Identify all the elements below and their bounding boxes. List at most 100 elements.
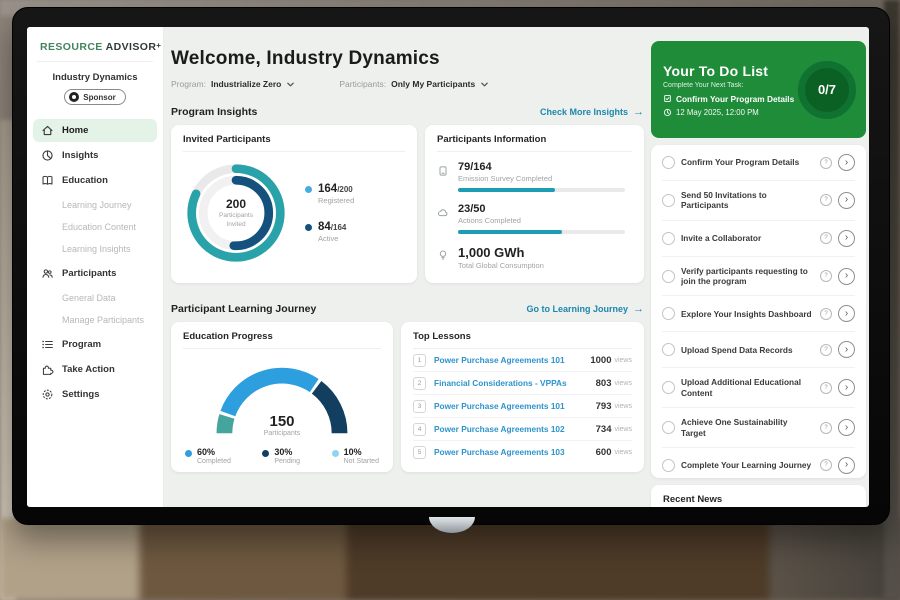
- lesson-link[interactable]: Financial Considerations - VPPAs: [434, 378, 596, 388]
- participants-filter[interactable]: Participants: Only My Participants: [339, 79, 489, 89]
- learning-cards-row: Education Progress 150 Participants: [171, 322, 644, 472]
- gauge-label: Participants: [207, 430, 357, 437]
- todo-list-card: Confirm Your Program Details ? › Send 50…: [651, 145, 866, 478]
- sidebar-item-education[interactable]: Education: [33, 169, 157, 192]
- sidebar-item-take-action[interactable]: Take Action: [33, 358, 157, 381]
- legend-dot: [305, 224, 312, 231]
- insights-icon: [41, 149, 54, 162]
- right-panel: Your To Do List Complete Your Next Task:…: [651, 27, 869, 507]
- card-title: Education Progress: [183, 331, 381, 349]
- todo-item-complete-learning-journey[interactable]: Complete Your Learning Journey ? ›: [662, 447, 855, 478]
- task-icon: [663, 94, 672, 103]
- sidebar-item-insights[interactable]: Insights: [33, 144, 157, 167]
- chevron-right-button[interactable]: ›: [838, 154, 855, 171]
- sidebar-item-learning-journey[interactable]: Learning Journey: [33, 194, 157, 216]
- todo-item-achieve-target[interactable]: Achieve One Sustainability Target ? ›: [662, 407, 855, 447]
- sidebar-item-manage-participants[interactable]: Manage Participants: [33, 309, 157, 331]
- lesson-link[interactable]: Power Purchase Agreements 101: [434, 401, 596, 411]
- page-title: Welcome, Industry Dynamics: [171, 48, 644, 70]
- help-icon: ?: [820, 157, 832, 169]
- sidebar-item-label: Home: [62, 125, 88, 136]
- todo-item-confirm-program[interactable]: Confirm Your Program Details ? ›: [662, 145, 855, 180]
- lesson-link[interactable]: Power Purchase Agreements 102: [434, 424, 596, 434]
- consumption-icon: [437, 249, 449, 261]
- todo-item-explore-insights[interactable]: Explore Your Insights Dashboard ? ›: [662, 295, 855, 331]
- program-filter-value: Industrialize Zero: [211, 79, 281, 89]
- monitor-bezel: RESOURCE ADVISOR+ Industry Dynamics Spon…: [12, 7, 890, 525]
- actions-completed-row: 23/50 Actions Completed: [437, 203, 632, 234]
- sponsor-badge[interactable]: Sponsor: [64, 89, 125, 105]
- chevron-down-icon: [286, 80, 295, 89]
- lesson-link[interactable]: Power Purchase Agreements 101: [434, 355, 590, 365]
- invited-donut-chart: 200 Participants Invited: [183, 160, 289, 266]
- lesson-row: 2 Financial Considerations - VPPAs 803 v…: [413, 371, 632, 394]
- sidebar-item-learning-insights[interactable]: Learning Insights: [33, 238, 157, 260]
- check-more-insights-link[interactable]: Check More Insights →: [540, 106, 644, 118]
- checkbox-circle[interactable]: [662, 232, 675, 245]
- lesson-link[interactable]: Power Purchase Agreements 103: [434, 447, 596, 457]
- sidebar-item-label: Take Action: [62, 364, 115, 375]
- chevron-down-icon: [480, 80, 489, 89]
- sidebar-item-label: Participants: [62, 268, 116, 279]
- go-to-learning-journey-link[interactable]: Go to Learning Journey →: [526, 303, 644, 315]
- todo-item-send-invitations[interactable]: Send 50 Invitations to Participants ? ›: [662, 180, 855, 220]
- program-filter[interactable]: Program: Industrialize Zero: [171, 79, 295, 89]
- legend-not-started: 10% Not Started: [332, 447, 379, 465]
- chevron-right-button[interactable]: ›: [838, 305, 855, 322]
- checkbox-circle[interactable]: [662, 156, 675, 169]
- help-icon: ?: [820, 422, 832, 434]
- checkbox-circle[interactable]: [662, 421, 675, 434]
- clock-icon: [663, 108, 672, 117]
- sponsor-badge-label: Sponsor: [83, 93, 115, 102]
- org-name: Industry Dynamics: [27, 72, 163, 83]
- sidebar-item-home[interactable]: Home: [33, 119, 157, 142]
- chevron-right-button[interactable]: ›: [838, 419, 855, 436]
- take-action-icon: [41, 363, 54, 376]
- rank-badge: 1: [413, 354, 426, 367]
- chevron-right-button[interactable]: ›: [838, 268, 855, 285]
- chevron-right-button[interactable]: ›: [838, 341, 855, 358]
- checkbox-circle[interactable]: [662, 307, 675, 320]
- education-gauge-chart: 150 Participants: [207, 359, 357, 437]
- todo-item-upload-educational-content[interactable]: Upload Additional Educational Content ? …: [662, 367, 855, 407]
- learning-journey-header: Participant Learning Journey Go to Learn…: [171, 303, 644, 315]
- help-icon: ?: [820, 382, 832, 394]
- settings-icon: [41, 388, 54, 401]
- sidebar-item-education-content[interactable]: Education Content: [33, 216, 157, 238]
- rank-badge: 3: [413, 400, 426, 413]
- recent-news-title: Recent News: [663, 494, 854, 505]
- chevron-right-button[interactable]: ›: [838, 457, 855, 474]
- todo-item-invite-collaborator[interactable]: Invite a Collaborator ? ›: [662, 220, 855, 256]
- chevron-right-button[interactable]: ›: [838, 379, 855, 396]
- invited-total-label: Participants Invited: [210, 212, 262, 228]
- checkbox-circle[interactable]: [662, 343, 675, 356]
- chevron-right-button[interactable]: ›: [838, 192, 855, 209]
- sidebar-item-label: Settings: [62, 389, 99, 400]
- logo-primary: RESOURCE: [40, 41, 103, 53]
- checkbox-circle[interactable]: [662, 459, 675, 472]
- sidebar-item-label: Insights: [62, 150, 98, 161]
- arrow-right-icon: →: [633, 106, 644, 118]
- program-filter-label: Program:: [171, 79, 206, 89]
- legend-pending: 30% Pending: [262, 447, 300, 465]
- dashboard-screen: RESOURCE ADVISOR+ Industry Dynamics Spon…: [27, 27, 869, 507]
- chevron-right-button[interactable]: ›: [838, 230, 855, 247]
- legend-dot: [262, 450, 269, 457]
- checkbox-circle[interactable]: [662, 381, 675, 394]
- lesson-row: 1 Power Purchase Agreements 101 1000 vie…: [413, 349, 632, 371]
- program-icon: [41, 338, 54, 351]
- help-icon: ?: [820, 194, 832, 206]
- todo-item-verify-participants[interactable]: Verify participants requesting to join t…: [662, 256, 855, 296]
- checkbox-circle[interactable]: [662, 270, 675, 283]
- sidebar-item-settings[interactable]: Settings: [33, 383, 157, 406]
- sidebar-item-program[interactable]: Program: [33, 333, 157, 356]
- filters-row: Program: Industrialize Zero Participants…: [171, 79, 644, 89]
- sidebar-item-general-data[interactable]: General Data: [33, 287, 157, 309]
- checkbox-circle[interactable]: [662, 194, 675, 207]
- todo-item-upload-spend-data[interactable]: Upload Spend Data Records ? ›: [662, 331, 855, 367]
- app-logo: RESOURCE ADVISOR+: [27, 37, 163, 61]
- sidebar-item-participants[interactable]: Participants: [33, 262, 157, 285]
- lesson-row: 4 Power Purchase Agreements 102 734 view…: [413, 417, 632, 440]
- help-icon: ?: [820, 308, 832, 320]
- todo-summary-card: Your To Do List Complete Your Next Task:…: [651, 41, 866, 138]
